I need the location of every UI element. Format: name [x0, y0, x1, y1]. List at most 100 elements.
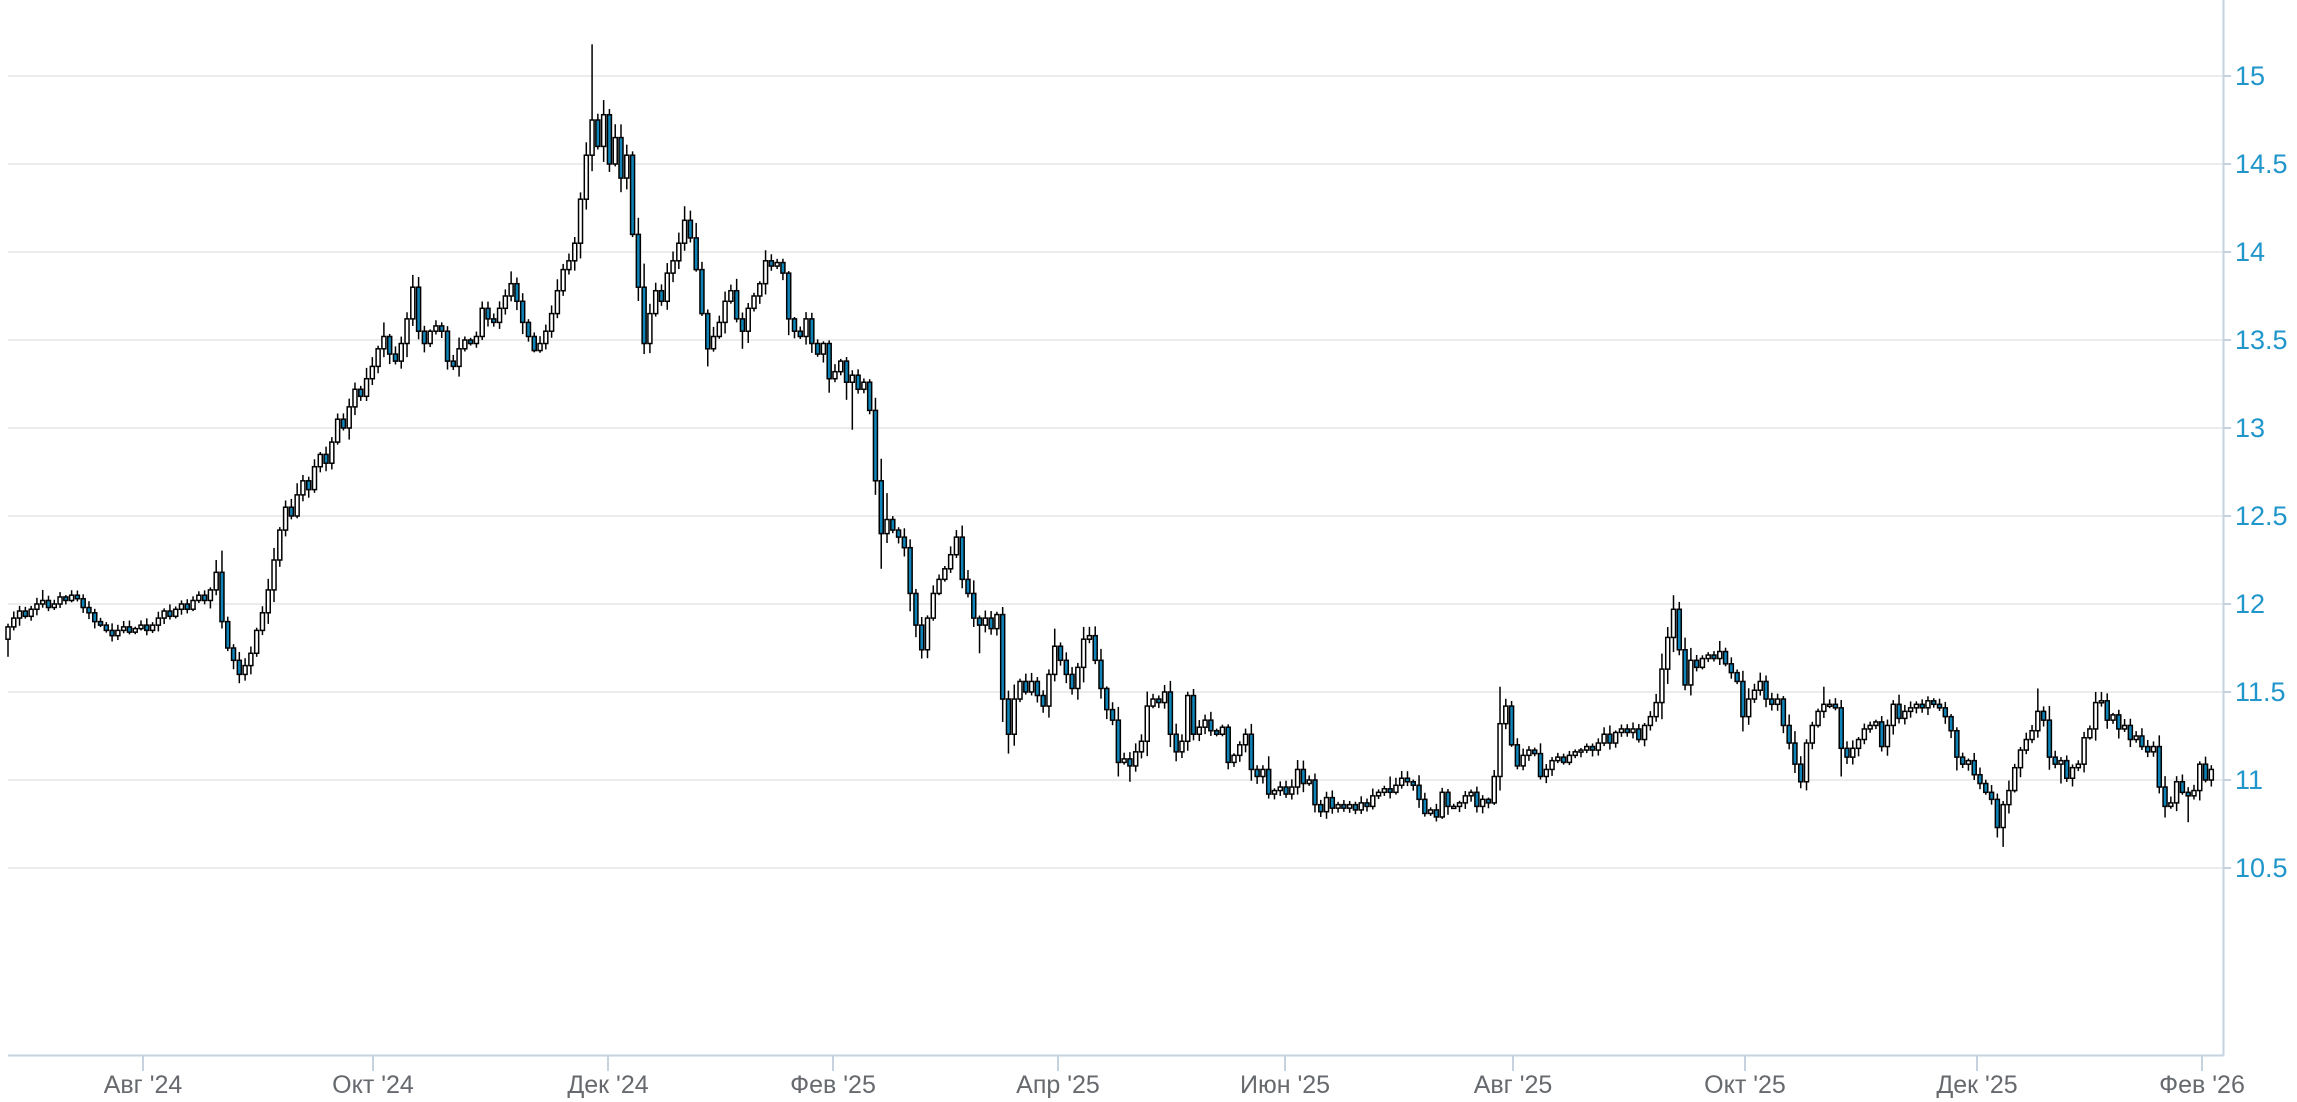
candle[interactable] [537, 336, 543, 353]
candle[interactable] [1393, 777, 1399, 795]
candle[interactable] [809, 312, 815, 353]
candle[interactable] [1543, 764, 1550, 784]
candle[interactable] [884, 493, 890, 544]
candle[interactable] [363, 367, 370, 402]
candle[interactable] [1098, 648, 1104, 699]
candle[interactable] [543, 324, 549, 350]
candle[interactable] [519, 293, 526, 335]
candle[interactable] [2162, 776, 2168, 818]
candle[interactable] [2000, 801, 2006, 847]
candle[interactable] [1491, 770, 1497, 805]
candle[interactable] [1936, 698, 1943, 711]
candle[interactable] [1173, 723, 1179, 762]
candle[interactable] [936, 574, 942, 596]
candle[interactable] [213, 560, 219, 596]
candle[interactable] [1277, 781, 1284, 796]
candle[interactable] [2063, 755, 2070, 782]
candle[interactable] [693, 222, 699, 272]
candle[interactable] [1728, 657, 1735, 679]
candle[interactable] [1601, 727, 1607, 747]
candle[interactable] [1757, 672, 1763, 696]
candle[interactable] [1040, 690, 1046, 713]
candle[interactable] [1190, 688, 1197, 741]
candle[interactable] [253, 627, 260, 657]
candle[interactable] [271, 547, 277, 603]
candle[interactable] [641, 263, 647, 355]
candle[interactable] [149, 622, 156, 633]
candle[interactable] [375, 345, 381, 374]
candle[interactable] [1161, 684, 1168, 709]
candle[interactable] [1237, 741, 1243, 762]
candle[interactable] [514, 277, 520, 311]
candle[interactable] [1566, 750, 1573, 766]
candle[interactable] [1439, 787, 1445, 819]
candle[interactable] [947, 546, 954, 573]
candle[interactable] [1265, 756, 1272, 799]
candle[interactable] [386, 333, 393, 365]
candle[interactable] [410, 274, 416, 326]
candle[interactable] [340, 413, 347, 431]
candle[interactable] [1641, 722, 1648, 747]
candle[interactable] [1630, 722, 1636, 739]
candle[interactable] [91, 608, 98, 629]
candle[interactable] [1618, 724, 1625, 737]
candle[interactable] [1057, 642, 1064, 666]
candle[interactable] [710, 326, 717, 352]
candle[interactable] [1479, 795, 1486, 814]
candle[interactable] [1225, 724, 1231, 770]
candle[interactable] [1335, 801, 1341, 813]
candle[interactable] [1745, 688, 1752, 725]
candle[interactable] [1763, 675, 1769, 708]
candle[interactable] [1508, 700, 1515, 747]
candle[interactable] [895, 527, 902, 544]
candle[interactable] [230, 644, 237, 670]
candle[interactable] [1526, 746, 1532, 761]
candle[interactable] [1051, 628, 1058, 682]
candle[interactable] [1468, 789, 1474, 802]
candle[interactable] [872, 397, 879, 495]
candle[interactable] [2185, 787, 2191, 823]
candle[interactable] [265, 578, 271, 624]
candle[interactable] [878, 458, 884, 569]
candle[interactable] [16, 605, 23, 626]
candle[interactable] [994, 611, 1000, 636]
candle[interactable] [433, 320, 439, 335]
candle[interactable] [1121, 752, 1127, 765]
candle[interactable] [826, 340, 832, 393]
candle[interactable] [115, 624, 121, 641]
candle[interactable] [1717, 640, 1723, 665]
candle[interactable] [652, 282, 659, 317]
candle[interactable] [687, 210, 694, 243]
candle[interactable] [1005, 690, 1012, 754]
candle[interactable] [259, 606, 266, 636]
candle[interactable] [907, 539, 913, 612]
candle[interactable] [201, 590, 208, 605]
candle[interactable] [1179, 734, 1185, 759]
candle[interactable] [1954, 727, 1960, 771]
candlestick-series[interactable] [5, 44, 2215, 847]
candle[interactable] [1184, 691, 1191, 751]
candle[interactable] [1664, 627, 1671, 684]
candle[interactable] [1693, 654, 1700, 672]
candle[interactable] [2110, 712, 2116, 724]
candle[interactable] [2144, 739, 2151, 758]
candle[interactable] [1624, 724, 1630, 737]
candle[interactable] [1456, 800, 1463, 813]
candle[interactable] [1809, 721, 1816, 750]
candle[interactable] [57, 592, 63, 609]
candle[interactable] [1520, 748, 1526, 771]
candle[interactable] [1283, 780, 1289, 798]
candle[interactable] [97, 617, 104, 628]
candle[interactable] [901, 528, 908, 557]
candle[interactable] [2006, 780, 2012, 814]
candle[interactable] [866, 379, 873, 415]
candle[interactable] [1549, 757, 1555, 776]
candle[interactable] [930, 585, 937, 621]
candle[interactable] [1913, 701, 1920, 714]
candle[interactable] [2087, 725, 2093, 740]
candle[interactable] [635, 217, 642, 301]
candle[interactable] [1248, 723, 1255, 781]
candle[interactable] [982, 610, 989, 633]
candle[interactable] [1578, 748, 1584, 758]
candle[interactable] [109, 623, 115, 642]
